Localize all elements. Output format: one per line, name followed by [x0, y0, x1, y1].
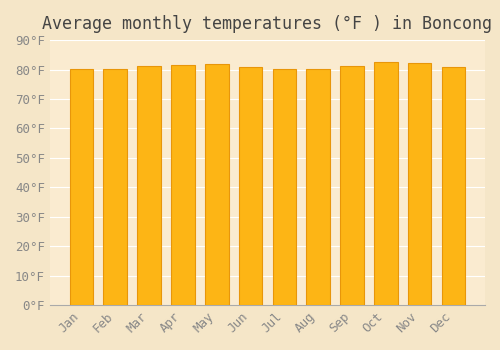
Bar: [171, 65, 194, 305]
Bar: [104, 69, 127, 305]
Bar: [306, 69, 330, 305]
Bar: [272, 69, 296, 305]
Bar: [205, 64, 229, 305]
Bar: [442, 67, 465, 305]
Title: Average monthly temperatures (°F ) in Boncong: Average monthly temperatures (°F ) in Bo…: [42, 15, 492, 33]
Bar: [238, 66, 262, 305]
Bar: [408, 63, 432, 305]
Bar: [374, 62, 398, 305]
Bar: [340, 66, 364, 305]
Bar: [138, 66, 161, 305]
Bar: [70, 69, 94, 305]
